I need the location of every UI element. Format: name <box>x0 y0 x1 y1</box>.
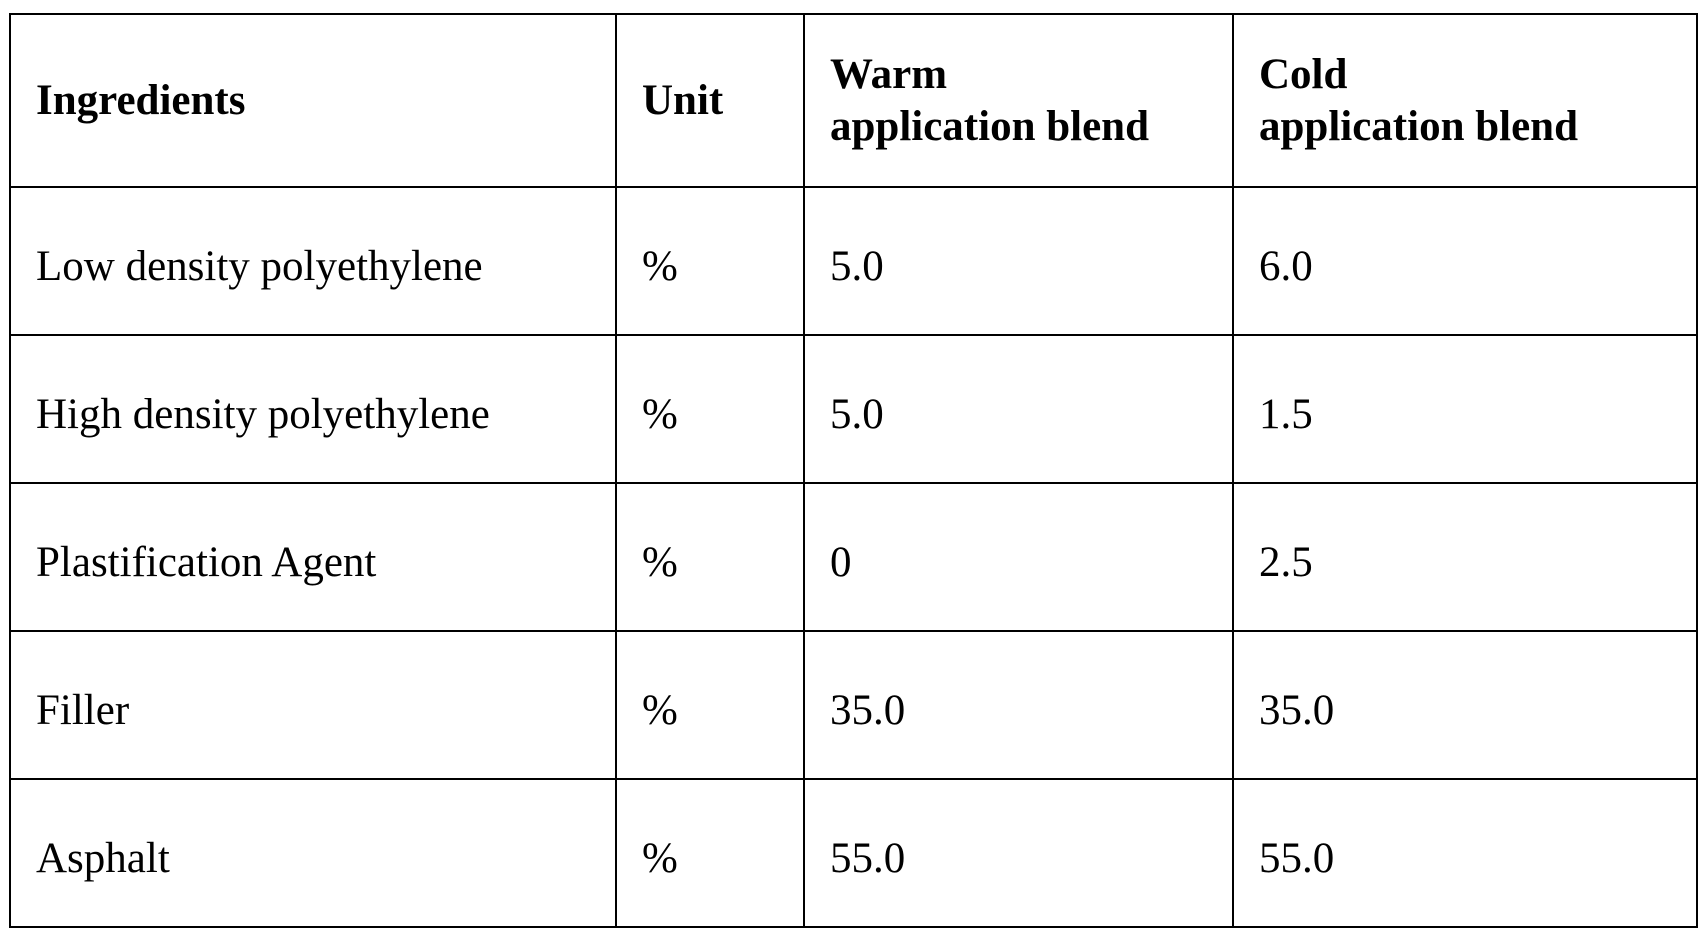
header-cell: Warm application blend <box>804 14 1233 187</box>
table-body: Low density polyethylene%5.06.0High dens… <box>10 187 1697 927</box>
table-cell: 6.0 <box>1233 187 1697 335</box>
table-row: High density polyethylene%5.01.5 <box>10 335 1697 483</box>
table-cell: 2.5 <box>1233 483 1697 631</box>
table-cell: 5.0 <box>804 187 1233 335</box>
table-row: Filler%35.035.0 <box>10 631 1697 779</box>
table-cell: % <box>616 187 804 335</box>
table-row: Asphalt%55.055.0 <box>10 779 1697 927</box>
header-cell: Cold application blend <box>1233 14 1697 187</box>
table-cell: 0 <box>804 483 1233 631</box>
table-row: Low density polyethylene%5.06.0 <box>10 187 1697 335</box>
ingredients-table: IngredientsUnitWarm application blendCol… <box>9 13 1698 928</box>
table-cell: % <box>616 335 804 483</box>
table-cell: 55.0 <box>804 779 1233 927</box>
table-cell: Asphalt <box>10 779 616 927</box>
table-cell: 35.0 <box>1233 631 1697 779</box>
table-cell: Filler <box>10 631 616 779</box>
table-cell: % <box>616 483 804 631</box>
table-cell: Low density polyethylene <box>10 187 616 335</box>
page: IngredientsUnitWarm application blendCol… <box>0 0 1705 873</box>
table-cell: 5.0 <box>804 335 1233 483</box>
table-cell: Plastification Agent <box>10 483 616 631</box>
table-cell: 55.0 <box>1233 779 1697 927</box>
table-cell: % <box>616 631 804 779</box>
header-cell: Ingredients <box>10 14 616 187</box>
table-cell: % <box>616 779 804 927</box>
table-cell: 1.5 <box>1233 335 1697 483</box>
table-cell: High density polyethylene <box>10 335 616 483</box>
header-row: IngredientsUnitWarm application blendCol… <box>10 14 1697 187</box>
header-cell: Unit <box>616 14 804 187</box>
table-cell: 35.0 <box>804 631 1233 779</box>
table-row: Plastification Agent%02.5 <box>10 483 1697 631</box>
